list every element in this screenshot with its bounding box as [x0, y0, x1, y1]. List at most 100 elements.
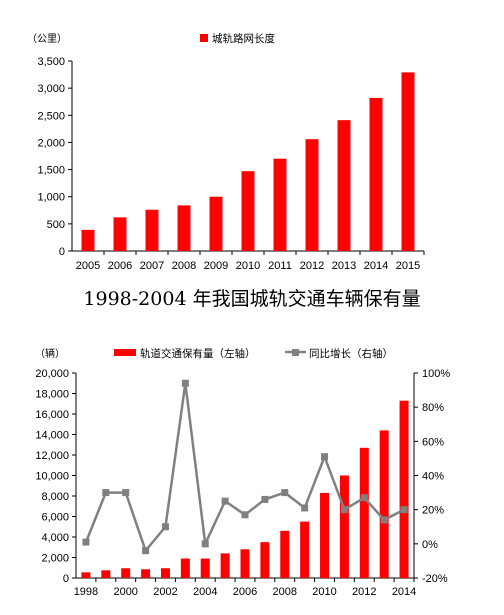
- bar: [273, 158, 287, 251]
- chart-vehicle-stock: （辆） 轨道交通保有量（左轴） 同比增长（右轴） 0 2,000 4,000 6,000 8,…: [35, 347, 450, 598]
- legend-label-bars: 轨道交通保有量（左轴）: [140, 347, 256, 360]
- bar: [379, 430, 389, 578]
- bar: [399, 400, 409, 578]
- bar: [359, 447, 369, 578]
- x-tick-label: 2010: [236, 260, 260, 272]
- x-tick-label: 2006: [233, 586, 257, 598]
- x-tick-label: 2004: [193, 586, 217, 598]
- x-tick-label: 2014: [392, 586, 416, 598]
- y-left-tick-label: 18,000: [35, 389, 69, 401]
- bar: [401, 72, 415, 252]
- y-right-tick-label: -20%: [422, 573, 448, 585]
- bar: [260, 542, 270, 578]
- y-left-tick-label: 6,000: [41, 512, 69, 524]
- legend-label: 城轨路网长度: [212, 32, 275, 45]
- growth-point: [360, 494, 368, 502]
- growth-point: [201, 540, 209, 548]
- bar: [369, 97, 383, 252]
- x-tick-label: 2012: [352, 586, 376, 598]
- y-left-tick-label: 0: [63, 573, 69, 585]
- y-left-tick-label: 20,000: [35, 368, 69, 380]
- x-tick-label: 2002: [153, 586, 177, 598]
- growth-line: [84, 383, 405, 554]
- growth-point: [380, 516, 388, 524]
- y-left-tick-label: 2,000: [41, 553, 69, 565]
- y-tick-label: 2,500: [37, 110, 65, 122]
- growth-point: [221, 497, 229, 505]
- bar: [160, 568, 170, 578]
- x-tick-label: 2008: [172, 260, 196, 272]
- bar: [81, 572, 91, 578]
- x-tick-label: 1998: [74, 586, 98, 598]
- x-tick-label: 2011: [268, 260, 292, 272]
- growth-point: [161, 523, 169, 531]
- growth-point: [281, 489, 289, 497]
- bar: [177, 205, 191, 251]
- bar: [280, 530, 290, 578]
- legend-label-line: 同比增长（右轴）: [309, 347, 393, 360]
- growth-point: [82, 538, 90, 546]
- y-left-tick-label: 10,000: [35, 471, 69, 483]
- bar: [241, 171, 255, 251]
- y-left-tick-label: 8,000: [41, 491, 69, 503]
- growth-point: [261, 495, 269, 503]
- bar: [121, 568, 131, 578]
- x-tick-label: 2005: [76, 260, 100, 272]
- bar: [81, 229, 95, 251]
- y-tick-label: 2,000: [37, 137, 65, 149]
- x-tick-label: 2008: [273, 586, 297, 598]
- bar: [300, 521, 310, 578]
- y-right-tick-label: 20%: [422, 505, 444, 517]
- y-tick-label: 3,500: [37, 56, 65, 68]
- x-tick-label: 2010: [312, 586, 336, 598]
- growth-point: [122, 489, 130, 497]
- bar: [113, 217, 127, 251]
- legend-swatch-bars: [114, 349, 136, 356]
- y-tick-label: 1,500: [37, 165, 65, 177]
- bar: [220, 553, 230, 578]
- bar: [305, 139, 319, 251]
- chart-network-length: （公里） 城轨路网长度 0 500 1,000 1,500 2,000 2,500 3,000 3…: [27, 32, 425, 272]
- x-tick-label: 2009: [204, 260, 228, 272]
- growth-point: [102, 489, 110, 497]
- legend-swatch: [200, 34, 208, 42]
- bar: [101, 570, 111, 578]
- y-axis-unit: （公里）: [27, 33, 67, 45]
- y-right-tick-label: 100%: [422, 368, 450, 380]
- y-right-tick-label: 40%: [422, 471, 444, 483]
- bar: [180, 558, 190, 578]
- bar: [200, 558, 210, 578]
- bar: [337, 120, 351, 252]
- bar: [320, 492, 330, 578]
- y-left-tick-label: 12,000: [35, 450, 69, 462]
- y-left-tick-label: 4,000: [41, 532, 69, 544]
- x-tick-label: 2012: [300, 260, 324, 272]
- growth-point: [241, 511, 249, 519]
- bar: [209, 196, 223, 251]
- growth-point: [400, 506, 408, 514]
- growth-point: [301, 504, 309, 512]
- y-tick-label: 500: [47, 219, 65, 231]
- x-tick-label: 2000: [113, 586, 137, 598]
- y-right-tick-label: 80%: [422, 402, 444, 414]
- x-tick-label: 2006: [108, 260, 132, 272]
- legend-marker: [292, 349, 299, 356]
- growth-point: [321, 453, 329, 461]
- bar: [145, 209, 159, 251]
- x-tick-label: 2007: [140, 260, 164, 272]
- bar: [339, 475, 349, 578]
- y-tick-label: 0: [59, 246, 65, 258]
- x-tick-label: 2015: [396, 260, 420, 272]
- y-tick-label: 1,000: [37, 192, 65, 204]
- y-left-tick-label: 16,000: [35, 409, 69, 421]
- chart-caption: 1998-2004 年我国城轨交通车辆保有量: [83, 288, 421, 310]
- bar: [240, 549, 250, 578]
- growth-point: [142, 547, 150, 555]
- y-axis-unit: （辆）: [35, 347, 65, 360]
- y-right-tick-label: 0%: [422, 539, 438, 551]
- x-tick-label: 2013: [332, 260, 356, 272]
- bar: [141, 569, 151, 578]
- y-left-tick-label: 14,000: [35, 430, 69, 442]
- growth-point: [340, 506, 348, 514]
- y-tick-label: 3,000: [37, 83, 65, 95]
